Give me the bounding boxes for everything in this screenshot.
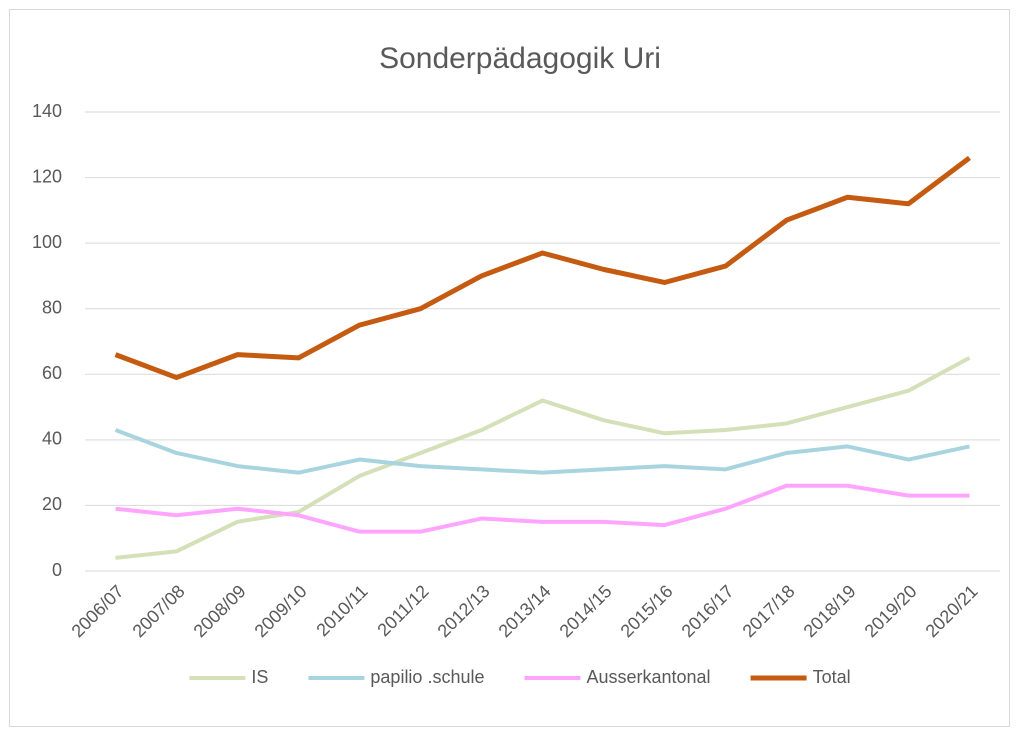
legend-label: papilio .schule — [370, 667, 484, 687]
series-line — [115, 483, 970, 534]
y-tick-label: 140 — [32, 101, 62, 121]
y-tick-label: 60 — [42, 363, 62, 383]
series-line — [114, 155, 972, 381]
chart-border — [9, 9, 1010, 727]
y-tick-label: 20 — [42, 494, 62, 514]
legend-label: Total — [813, 667, 851, 687]
legend-label: IS — [251, 667, 268, 687]
y-tick-label: 120 — [32, 166, 62, 186]
series-line — [115, 356, 971, 560]
y-tick-label: 100 — [32, 232, 62, 252]
y-tick-label: 0 — [52, 560, 62, 580]
series-line — [114, 428, 970, 475]
chart-title: Sonderpädagogik Uri — [379, 42, 661, 75]
y-tick-label: 80 — [42, 297, 62, 317]
y-tick-label: 40 — [42, 429, 62, 449]
legend-label: Ausserkantonal — [586, 667, 710, 687]
